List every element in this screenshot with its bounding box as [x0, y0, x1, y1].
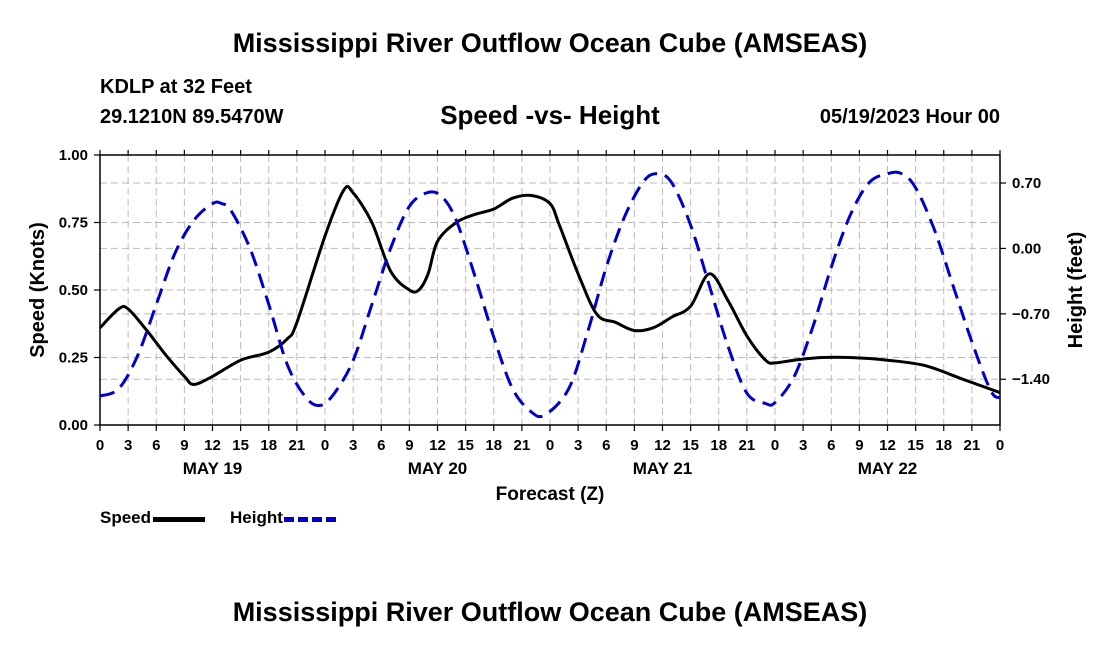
- y-right-axis-title: Height (feet): [1065, 232, 1087, 349]
- x-tick-label: 3: [349, 437, 357, 454]
- x-tick-label: 18: [935, 437, 952, 454]
- x-tick-label: 0: [96, 437, 104, 454]
- y-right-tick-label: −1.40: [1012, 371, 1050, 388]
- x-tick-label: 12: [429, 437, 446, 454]
- x-tick-label: 15: [457, 437, 474, 454]
- day-label: MAY 21: [633, 459, 693, 478]
- x-tick-label: 12: [654, 437, 671, 454]
- x-tick-label: 18: [260, 437, 277, 454]
- y-tick-label: 1.00: [59, 147, 88, 164]
- legend-speed: Speed: [100, 508, 206, 528]
- x-tick-label: 3: [124, 437, 132, 454]
- x-tick-label: 21: [289, 437, 306, 454]
- x-tick-label: 18: [710, 437, 727, 454]
- y-right-tick-label: 0.70: [1012, 175, 1041, 192]
- legend-speed-swatch: [153, 516, 206, 522]
- x-tick-label: 9: [855, 437, 863, 454]
- x-tick-label: 0: [771, 437, 779, 454]
- x-tick-label: 6: [152, 437, 160, 454]
- x-tick-label: 0: [546, 437, 554, 454]
- station-label: KDLP at 32 Feet: [100, 76, 252, 98]
- chart-title: Mississippi River Outflow Ocean Cube (AM…: [232, 28, 868, 58]
- x-tick-label: 21: [514, 437, 531, 454]
- x-tick-label: 9: [405, 437, 413, 454]
- legend-height-label: Height: [230, 508, 283, 527]
- x-tick-label: 15: [682, 437, 699, 454]
- x-tick-label: 21: [739, 437, 756, 454]
- y-tick-label: 0.00: [59, 417, 88, 434]
- x-tick-label: 9: [630, 437, 638, 454]
- x-tick-label: 6: [377, 437, 385, 454]
- x-tick-label: 3: [574, 437, 582, 454]
- x-axis-title: Forecast (Z): [496, 484, 605, 505]
- day-label: MAY 19: [183, 459, 243, 478]
- x-tick-label: 15: [907, 437, 924, 454]
- x-tick-label: 21: [964, 437, 981, 454]
- legend-speed-label: Speed: [100, 508, 152, 527]
- y-tick-label: 0.25: [59, 350, 88, 367]
- y-tick-label: 0.75: [59, 215, 88, 232]
- x-tick-label: 18: [485, 437, 502, 454]
- x-tick-label: 6: [602, 437, 610, 454]
- forecast-date-label: 05/19/2023 Hour 00: [819, 106, 1000, 128]
- chart-subtitle: Speed -vs- Height: [440, 100, 660, 130]
- y-right-tick-label: 0.00: [1012, 240, 1041, 257]
- day-label: MAY 22: [858, 459, 918, 478]
- x-tick-label: 12: [204, 437, 221, 454]
- legend-height: Height: [230, 508, 336, 528]
- y-tick-label: 0.50: [59, 282, 88, 299]
- height-series-line: [100, 170, 1000, 419]
- day-label: MAY 20: [408, 459, 468, 478]
- x-tick-label: 3: [799, 437, 807, 454]
- speed-series-line: [100, 184, 1000, 395]
- y-right-tick-label: −0.70: [1012, 306, 1050, 323]
- x-tick-label: 12: [879, 437, 896, 454]
- footer-title: Mississippi River Outflow Ocean Cube (AM…: [232, 597, 868, 627]
- coordinates-label: 29.1210N 89.5470W: [100, 106, 284, 128]
- x-tick-label: 6: [827, 437, 835, 454]
- x-tick-label: 0: [321, 437, 329, 454]
- legend-height-swatch: [283, 516, 336, 522]
- x-tick-label: 0: [996, 437, 1004, 454]
- x-tick-label: 9: [180, 437, 188, 454]
- x-tick-label: 15: [232, 437, 249, 454]
- y-axis-title: Speed (Knots): [27, 222, 49, 358]
